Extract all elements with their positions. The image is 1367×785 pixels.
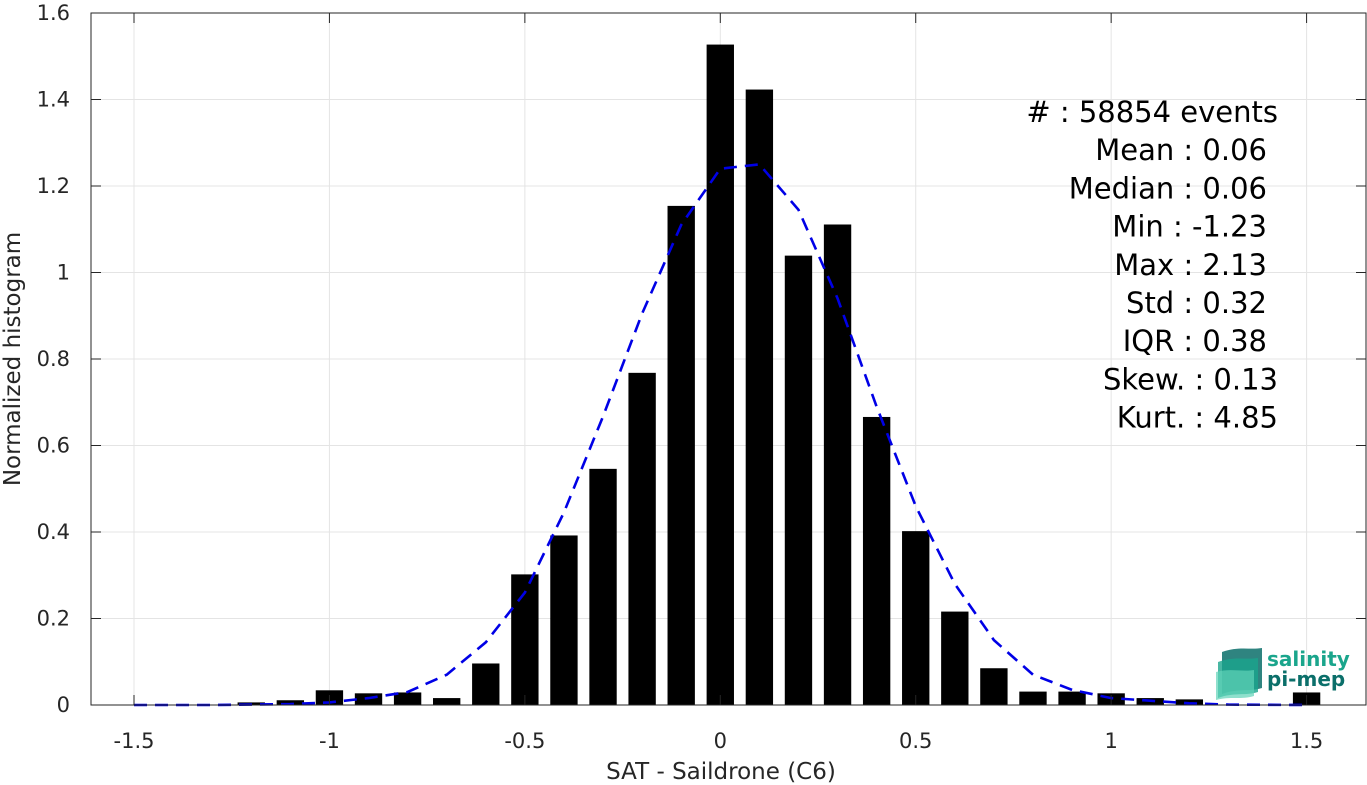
statistics-line: Max : 2.13 (1114, 248, 1267, 282)
histogram-bar (511, 574, 539, 705)
histogram-bar (941, 611, 969, 705)
x-tick-label: 0 (714, 729, 727, 753)
histogram-bar (1019, 691, 1047, 705)
statistics-line: IQR : 0.38 (1123, 324, 1267, 358)
histogram-bar (667, 205, 695, 705)
x-tick-labels: -1.5 -1 -0.5 0 0.5 1 1.5 (114, 729, 1324, 753)
logo-line1: salinity (1267, 647, 1350, 671)
y-axis-label: Normalized histogram (0, 232, 26, 486)
histogram-bar (745, 89, 774, 706)
statistics-line: Skew. : 0.13 (1103, 362, 1278, 396)
y-tick-labels: 0 0.2 0.4 0.6 0.8 1 1.2 1.4 1.6 (37, 1, 70, 717)
y-tick-label: 0.6 (37, 434, 70, 458)
histogram-bar (784, 255, 813, 705)
y-tick-label: 1.4 (37, 88, 70, 112)
histogram-bars (237, 44, 1321, 706)
x-axis-label: SAT - Saildrone (C6) (606, 759, 836, 785)
wave-logo-icon (1216, 648, 1262, 700)
histogram-bar (980, 668, 1008, 705)
y-tick-label: 0.8 (37, 347, 70, 371)
histogram-bar (1058, 691, 1086, 705)
x-tick-label: -0.5 (504, 729, 545, 753)
x-tick-label: -1 (319, 729, 340, 753)
histogram-bar (550, 535, 578, 705)
statistics-box: # : 58854 events Mean : 0.06 Median : 0.06… (1026, 95, 1278, 435)
histogram-bar (589, 468, 617, 705)
logo-line2: pi-mep (1267, 667, 1345, 691)
histogram-bar (902, 531, 930, 705)
fit-curve (134, 163, 1307, 707)
salinity-pi-mep-logo: salinity pi-mep (1216, 647, 1350, 700)
statistics-line: Kurt. : 4.85 (1117, 401, 1278, 435)
y-tick-label: 0.2 (37, 607, 70, 631)
axes-box (90, 12, 1367, 706)
y-tick-label: 1 (57, 261, 70, 285)
y-tick-label: 1.6 (37, 1, 70, 25)
histogram-bar (393, 692, 422, 705)
y-tick-label: 0 (57, 693, 70, 717)
y-tick-label: 1.2 (37, 174, 70, 198)
statistics-line: Min : -1.23 (1112, 210, 1267, 244)
histogram-bar (862, 416, 891, 705)
histogram-bar (276, 700, 305, 705)
x-tick-label: 1 (1104, 729, 1117, 753)
x-tick-label: 0.5 (899, 729, 932, 753)
statistics-line: Median : 0.06 (1069, 171, 1267, 205)
x-tick-label: -1.5 (114, 729, 155, 753)
statistics-line: Std : 0.32 (1126, 286, 1267, 320)
histogram-bar (433, 698, 461, 705)
axes (90, 12, 1367, 706)
fit-curve-line (134, 163, 1307, 707)
histogram-bar (706, 44, 734, 705)
x-tick-label: 1.5 (1290, 729, 1323, 753)
histogram-bar (628, 372, 656, 705)
statistics-line: Mean : 0.06 (1095, 133, 1267, 167)
statistics-line: # : 58854 events (1026, 95, 1278, 129)
y-tick-label: 0.4 (37, 520, 70, 544)
histogram-bar (472, 663, 500, 705)
histogram-bar (823, 224, 852, 705)
